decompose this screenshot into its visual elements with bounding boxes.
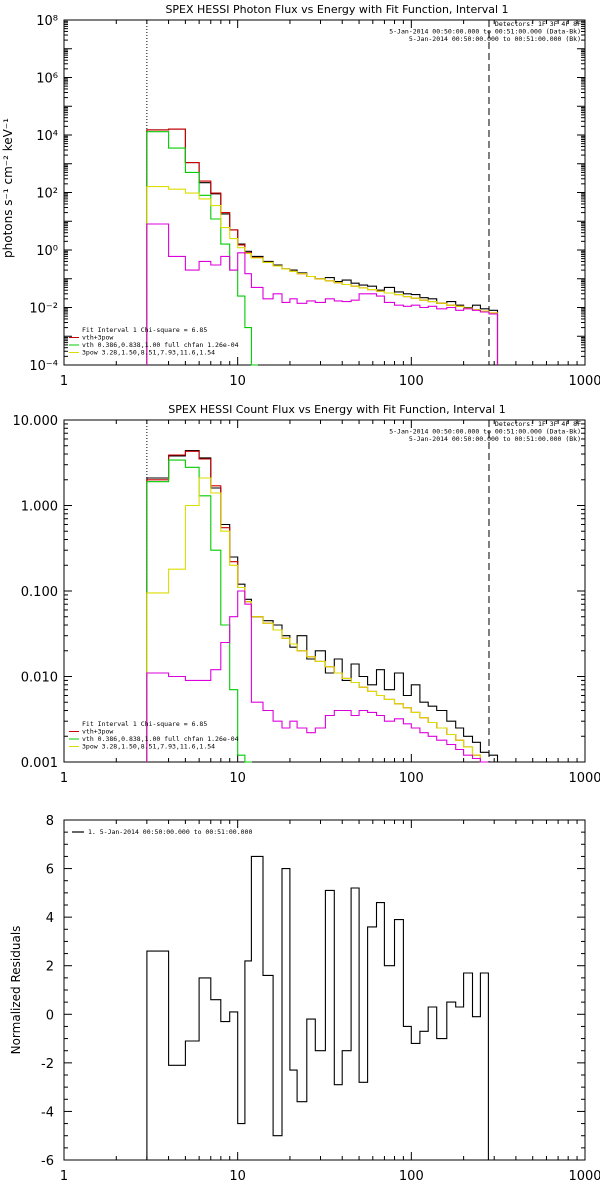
photon-flux-y-tick-label: 10⁶ — [36, 72, 58, 87]
residuals-y-tick-label: 6 — [46, 863, 54, 878]
photon-flux-legend-bottom-left-entry: vth 0.386,0.838,1.00 full chfan 1.26e-04 — [82, 341, 239, 349]
count-flux-x-tick-label: 1000 — [568, 771, 600, 786]
count-flux-series-bk — [146, 590, 489, 763]
photon-flux-y-tick-label: 10⁴ — [36, 129, 58, 144]
residuals-y-tick-label: 8 — [46, 814, 54, 829]
residuals-x-tick-label: 10 — [229, 1169, 246, 1184]
photon-flux-x-tick-label: 1000 — [568, 374, 600, 389]
photon-flux-x-tick-label: 1 — [60, 374, 68, 389]
photon-flux-legend-bottom-left-entry: 3pow 3.28,1.50,8.51,7.93,11.6,1.54 — [82, 349, 215, 357]
count-flux-title: SPEX HESSI Count Flux vs Energy with Fit… — [168, 403, 505, 416]
residuals-y-tick-label: 2 — [46, 960, 54, 975]
photon-flux-x-tick-label: 100 — [399, 374, 424, 389]
residuals-y-tick-label: -2 — [41, 1057, 54, 1072]
count-flux-x-tick-label: 10 — [229, 771, 246, 786]
residuals-y-tick-label: 4 — [46, 911, 54, 926]
count-flux-y-tick-label: 0.001 — [21, 756, 58, 771]
photon-flux-y-tick-label: 10⁻² — [29, 302, 58, 317]
residuals-y-tick-label: -4 — [41, 1105, 54, 1120]
residuals-panel: Normalized Residuals 1 10 100 1000 -6 -4 -2 0 2 4… — [9, 814, 600, 1184]
photon-flux-series-3pow — [146, 186, 499, 365]
residuals-y-axis-label: Normalized Residuals — [9, 926, 23, 1055]
count-flux-legend-top-right-entry: 5-Jan-2014 00:50:00.000 to 00:51:00.000 … — [389, 428, 581, 436]
count-flux-panel: SPEX HESSI Count Flux vs Energy with Fit… — [13, 403, 600, 786]
count-flux-series-3pow — [146, 477, 489, 763]
count-flux-legend-top-right-entry: 5-Jan-2014 00:50:00.000 to 00:51:00.000 … — [409, 435, 581, 443]
count-flux-legend-top-right-entry: Detectors: 1F 3F 4F 8F — [495, 420, 581, 428]
count-flux-legend-bottom-left-entry: vth 0.386,0.838,1.00 full chfan 1.26e-04 — [82, 735, 239, 743]
count-flux-legend-bottom-left-entry: 3pow 3.28,1.50,8.51,7.93,11.6,1.54 — [82, 743, 215, 751]
photon-flux-y-tick-label: 10⁻⁴ — [29, 359, 58, 374]
photon-flux-y-tick-label: 10⁸ — [36, 14, 58, 29]
photon-flux-legend-bottom-left-entry: Fit Interval 1 Chi-square = 6.85 — [82, 326, 207, 334]
count-flux-y-tick-label: 1.000 — [21, 500, 58, 515]
count-flux-x-tick-label: 1 — [60, 771, 68, 786]
count-flux-y-tick-label: 10.000 — [13, 414, 59, 429]
count-flux-y-tick-label: 0.100 — [21, 585, 58, 600]
photon-flux-series-bk — [146, 223, 499, 365]
photon-flux-legend-bottom-left-entry: vth+3pow — [82, 334, 113, 342]
count-flux-x-tick-label: 100 — [399, 771, 424, 786]
residuals-legend-entry: 1. 5-Jan-2014 00:50:00.000 to 00:51:00.0… — [88, 828, 252, 836]
photon-flux-y-tick-label: 10² — [36, 187, 58, 202]
residuals-y-tick-label: 0 — [46, 1008, 54, 1023]
count-flux-series-vth — [146, 459, 252, 763]
residuals-x-tick-label: 1000 — [568, 1169, 600, 1184]
residuals-x-tick-label: 100 — [399, 1169, 424, 1184]
photon-flux-panel: SPEX HESSI Photon Flux vs Energy with Fi… — [1, 3, 600, 389]
photon-flux-legend-top-right-entry: 5-Jan-2014 00:50:00.000 to 00:51:00.000 … — [389, 28, 581, 36]
photon-flux-legend-top-right-entry: Detectors: 1F 3F 4F 8F — [495, 20, 581, 28]
residuals-series-residual — [146, 855, 489, 1160]
photon-flux-title: SPEX HESSI Photon Flux vs Energy with Fi… — [165, 3, 508, 16]
count-flux-y-tick-label: 0.010 — [21, 671, 58, 686]
count-flux-legend-bottom-left-entry: vth+3pow — [82, 728, 113, 736]
residuals-x-tick-label: 1 — [60, 1169, 68, 1184]
residuals-y-tick-label: -6 — [41, 1154, 54, 1169]
photon-flux-x-tick-label: 10 — [229, 374, 246, 389]
photon-flux-y-axis-label: photons s⁻¹ cm⁻² keV⁻¹ — [1, 118, 15, 258]
count-flux-legend-bottom-left-entry: Fit Interval 1 Chi-square = 6.85 — [82, 720, 207, 728]
photon-flux-y-tick-label: 10⁰ — [36, 244, 58, 259]
photon-flux-legend-top-right-entry: 5-Jan-2014 00:50:00.000 to 00:51:00.000 … — [409, 35, 581, 43]
